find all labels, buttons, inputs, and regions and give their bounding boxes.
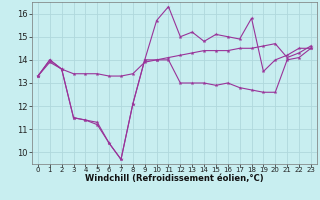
X-axis label: Windchill (Refroidissement éolien,°C): Windchill (Refroidissement éolien,°C) bbox=[85, 174, 264, 183]
